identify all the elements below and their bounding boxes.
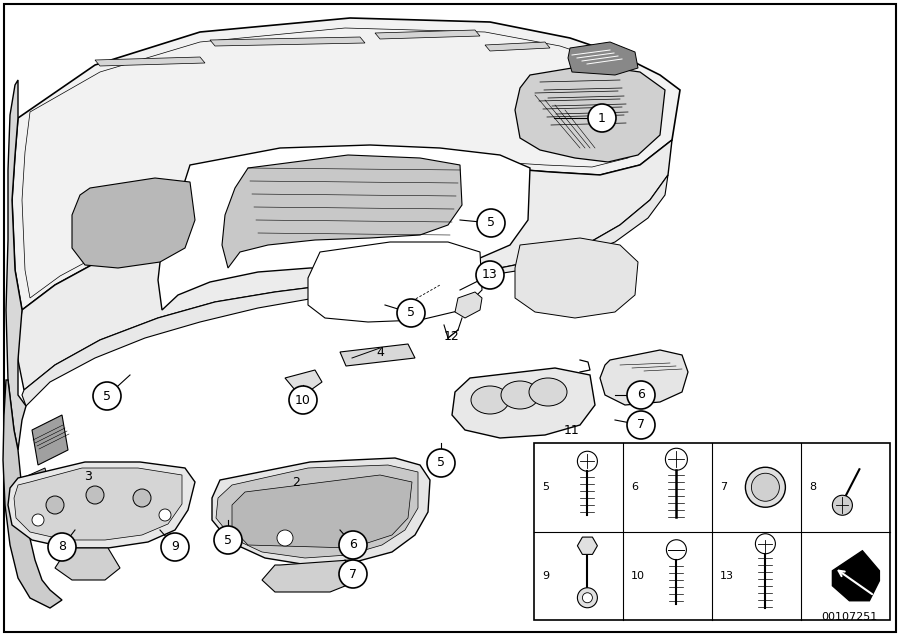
Text: 2: 2 (292, 476, 300, 490)
Polygon shape (12, 18, 680, 310)
Ellipse shape (501, 381, 539, 409)
Circle shape (755, 534, 776, 554)
Circle shape (48, 533, 76, 561)
Circle shape (752, 473, 779, 501)
Circle shape (588, 104, 616, 132)
Polygon shape (6, 80, 26, 450)
Ellipse shape (529, 378, 567, 406)
Circle shape (289, 386, 317, 414)
Text: 9: 9 (542, 570, 549, 581)
Circle shape (133, 489, 151, 507)
Text: 11: 11 (564, 424, 580, 436)
Circle shape (627, 381, 655, 409)
Polygon shape (210, 37, 365, 46)
Circle shape (339, 560, 367, 588)
Polygon shape (568, 42, 638, 75)
Polygon shape (18, 140, 672, 390)
Text: 5: 5 (103, 389, 111, 403)
Polygon shape (22, 175, 668, 406)
Polygon shape (32, 415, 68, 465)
Polygon shape (212, 458, 430, 565)
Text: 5: 5 (224, 534, 232, 546)
Polygon shape (72, 178, 195, 268)
Circle shape (427, 449, 455, 477)
Polygon shape (285, 370, 322, 392)
Text: 5: 5 (542, 482, 549, 492)
Circle shape (159, 509, 171, 521)
Text: 9: 9 (171, 541, 179, 553)
Circle shape (477, 209, 505, 237)
Circle shape (665, 448, 688, 470)
Text: 10: 10 (631, 570, 645, 581)
Circle shape (666, 540, 687, 560)
Polygon shape (158, 145, 530, 310)
Polygon shape (222, 155, 462, 268)
Circle shape (397, 299, 425, 327)
Polygon shape (485, 42, 550, 51)
Polygon shape (600, 350, 688, 405)
Circle shape (86, 486, 104, 504)
Polygon shape (340, 344, 415, 366)
Text: 12: 12 (444, 331, 460, 343)
Circle shape (339, 531, 367, 559)
Circle shape (161, 533, 189, 561)
Polygon shape (3, 380, 62, 608)
Text: 6: 6 (631, 482, 638, 492)
Circle shape (582, 593, 592, 603)
Circle shape (578, 588, 598, 608)
Polygon shape (262, 560, 360, 592)
Text: 1: 1 (598, 111, 606, 125)
Circle shape (476, 261, 504, 289)
Polygon shape (515, 65, 665, 162)
Text: 13: 13 (720, 570, 734, 581)
Polygon shape (515, 238, 638, 318)
Text: 6: 6 (637, 389, 645, 401)
Text: 6: 6 (349, 539, 357, 551)
Circle shape (578, 452, 598, 471)
Text: 13: 13 (482, 268, 498, 282)
Circle shape (745, 467, 786, 508)
Circle shape (214, 526, 242, 554)
Polygon shape (55, 548, 120, 580)
Text: 5: 5 (437, 457, 445, 469)
Polygon shape (375, 30, 480, 39)
Text: 10: 10 (295, 394, 310, 406)
Text: 4: 4 (376, 345, 384, 359)
Circle shape (627, 411, 655, 439)
Text: 00107251: 00107251 (822, 612, 878, 622)
Text: 8: 8 (809, 482, 816, 492)
Polygon shape (18, 468, 50, 502)
Text: 7: 7 (349, 567, 357, 581)
Polygon shape (452, 368, 595, 438)
Polygon shape (578, 537, 598, 555)
Text: 7: 7 (637, 418, 645, 431)
Bar (534, 443, 890, 620)
Polygon shape (455, 292, 482, 318)
Circle shape (32, 514, 44, 526)
Polygon shape (308, 242, 482, 322)
Polygon shape (232, 475, 412, 548)
Circle shape (46, 496, 64, 514)
Polygon shape (832, 551, 879, 601)
Ellipse shape (471, 386, 509, 414)
Circle shape (832, 495, 852, 515)
Polygon shape (8, 462, 195, 548)
Text: 7: 7 (720, 482, 727, 492)
Text: 3: 3 (84, 469, 92, 483)
Polygon shape (95, 57, 205, 66)
Text: 5: 5 (407, 307, 415, 319)
Polygon shape (14, 468, 182, 540)
Circle shape (277, 530, 293, 546)
Text: 8: 8 (58, 541, 66, 553)
Circle shape (93, 382, 121, 410)
Polygon shape (216, 465, 418, 558)
Text: 5: 5 (487, 216, 495, 230)
